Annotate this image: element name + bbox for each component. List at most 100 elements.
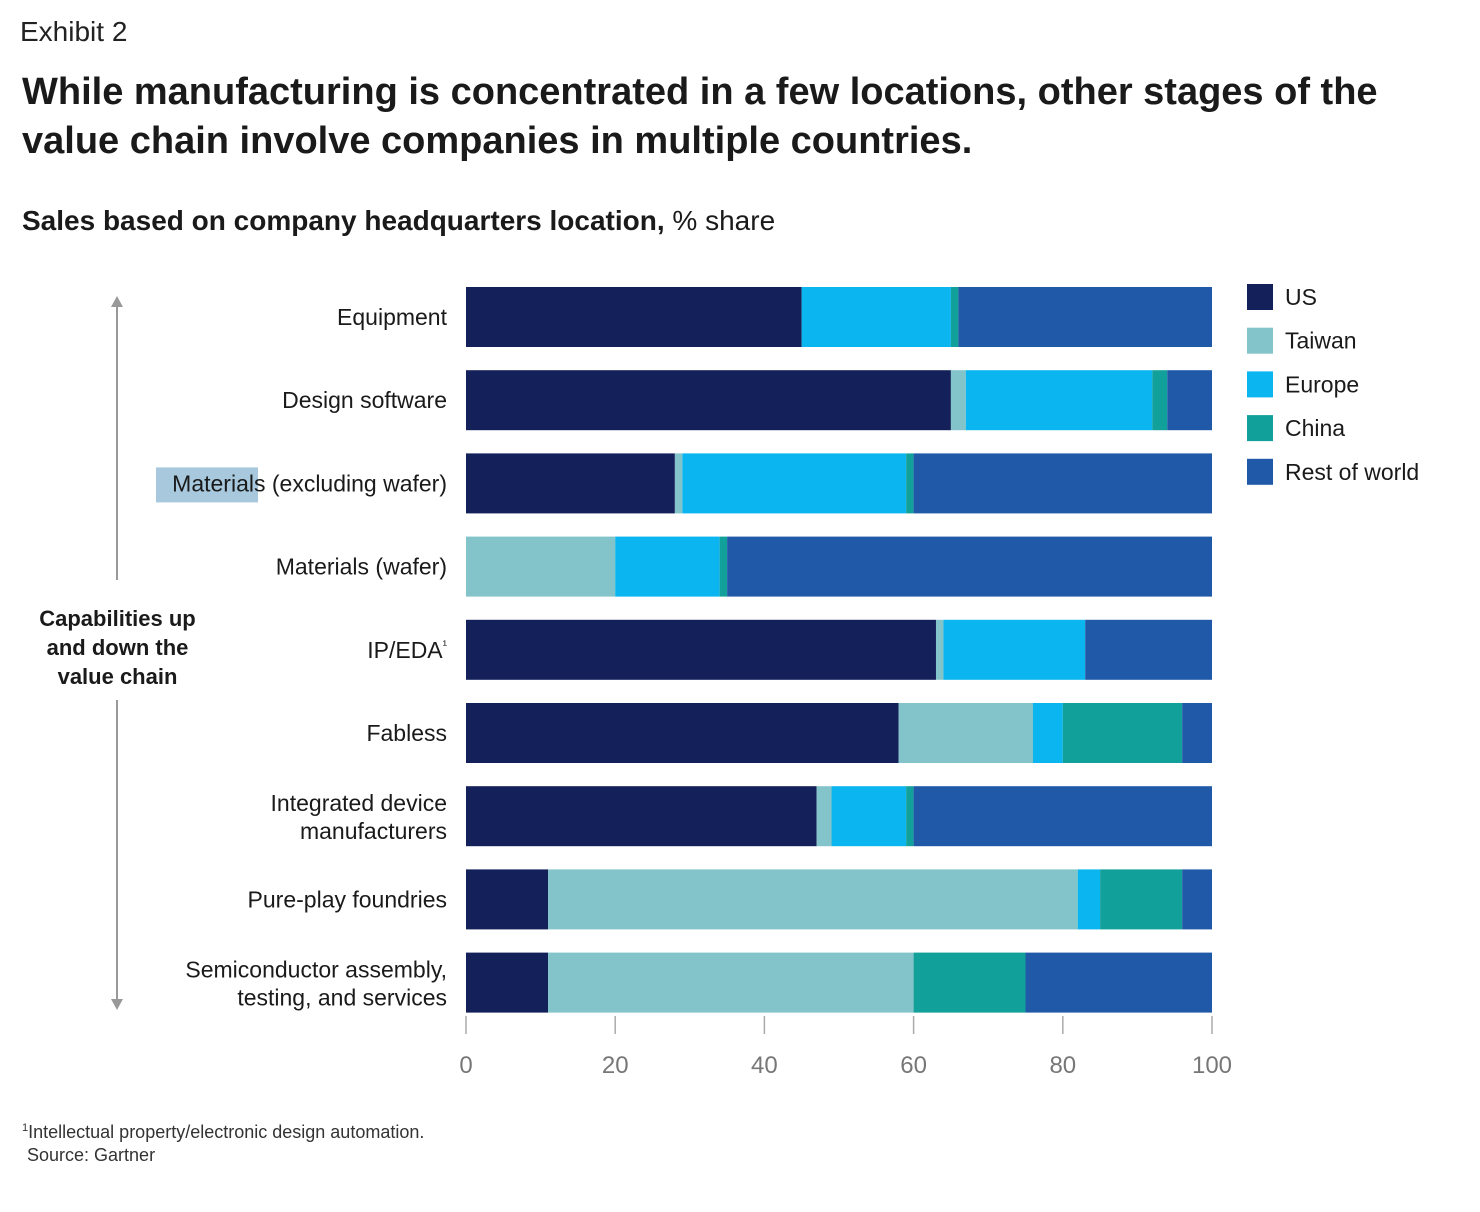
bar-row-semiconductor-assembly-testing-and-services bbox=[466, 952, 1212, 1013]
legend-swatch bbox=[1247, 458, 1273, 485]
category-label-equipment: Equipment bbox=[337, 304, 448, 330]
legend-swatch bbox=[1247, 371, 1273, 398]
legend-label: China bbox=[1285, 415, 1345, 441]
category-label-integrated-device-manufacturers-line: manufacturers bbox=[300, 818, 447, 844]
stacked-bars bbox=[466, 287, 1212, 1013]
bar-segment-rest-of-world bbox=[727, 536, 1212, 597]
legend-item-china: China bbox=[1247, 415, 1345, 442]
bar-chart: Equipment Design software Materials (exclu… bbox=[111, 284, 1419, 1079]
subtitle-main: Sales based on company headquarters loca… bbox=[22, 205, 665, 236]
bar-row-integrated-device-manufacturers bbox=[466, 786, 1212, 847]
bar-segment-rest-of-world bbox=[1182, 703, 1212, 763]
bar-segment-us bbox=[466, 619, 936, 680]
legend-item-rest-of-world: Rest of world bbox=[1247, 458, 1419, 485]
category-label-pure-play-foundries: Pure-play foundries bbox=[248, 886, 447, 912]
bar-segment-us bbox=[466, 703, 899, 763]
bar-segment-europe bbox=[1032, 703, 1063, 763]
bar-segment-rest-of-world bbox=[1085, 619, 1212, 680]
x-axis: 0 20 40 60 80 100 bbox=[459, 1016, 1232, 1079]
bar-row-design-software bbox=[466, 370, 1212, 431]
bar-segment-china bbox=[1062, 703, 1183, 763]
category-label-design-software: Design software bbox=[282, 387, 447, 413]
legend-label: Europe bbox=[1285, 371, 1359, 397]
legend-label: Taiwan bbox=[1285, 328, 1357, 354]
x-tick-label: 40 bbox=[751, 1052, 778, 1079]
bar-segment-europe bbox=[801, 287, 951, 347]
bar-segment-taiwan bbox=[466, 536, 616, 597]
legend-label: US bbox=[1285, 284, 1317, 310]
bar-segment-europe bbox=[965, 370, 1153, 431]
bar-segment-taiwan bbox=[898, 703, 1033, 763]
bar-segment-china bbox=[950, 287, 959, 347]
bar-segment-rest-of-world bbox=[1182, 869, 1212, 930]
bar-segment-europe bbox=[615, 536, 720, 597]
footnote-marker: 1 bbox=[22, 1122, 29, 1134]
bar-segment-us bbox=[466, 453, 675, 514]
bar-segment-europe bbox=[943, 619, 1086, 680]
category-label-materials-wafer: Materials (wafer) bbox=[276, 554, 447, 580]
category-label-materials-excluding-wafer: Materials (excluding wafer) bbox=[172, 470, 447, 496]
category-label-integrated-device-manufacturers-line: Integrated device bbox=[271, 790, 447, 816]
bar-segment-europe bbox=[682, 453, 907, 514]
x-tick-label: 20 bbox=[602, 1052, 629, 1079]
footnote-ref: ¹ bbox=[443, 637, 448, 652]
bar-segment-us bbox=[466, 370, 951, 431]
bar-segment-us bbox=[466, 952, 549, 1013]
bar-segment-taiwan bbox=[816, 786, 832, 847]
bar-row-materials-excluding-wafer bbox=[466, 453, 1212, 514]
x-tick-label: 0 bbox=[459, 1052, 472, 1079]
bar-segment-taiwan bbox=[674, 453, 683, 514]
category-label-ip-eda-text: IP/EDA bbox=[367, 637, 443, 663]
legend-swatch bbox=[1247, 284, 1273, 310]
bar-row-equipment bbox=[466, 287, 1212, 347]
bar-segment-china bbox=[719, 536, 728, 597]
footnote-text: Intellectual property/electronic design … bbox=[28, 1122, 425, 1142]
legend-label: Rest of world bbox=[1285, 459, 1419, 485]
bar-segment-china bbox=[906, 786, 914, 847]
arrow-up-icon bbox=[111, 296, 123, 307]
legend-item-taiwan: Taiwan bbox=[1247, 327, 1357, 354]
bar-segment-rest-of-world bbox=[1167, 370, 1212, 431]
bar-segment-rest-of-world bbox=[913, 453, 1212, 514]
bar-segment-taiwan bbox=[548, 869, 1078, 930]
bar-segment-china bbox=[1100, 869, 1183, 930]
value-chain-arrow bbox=[111, 296, 123, 1010]
bar-segment-taiwan bbox=[548, 952, 914, 1013]
legend-swatch bbox=[1247, 327, 1273, 354]
footnote: 1Intellectual property/electronic design… bbox=[22, 1117, 424, 1167]
bar-segment-china bbox=[1152, 370, 1168, 431]
category-label-fabless: Fabless bbox=[366, 720, 447, 746]
arrow-down-icon bbox=[111, 999, 123, 1010]
chart-title: While manufacturing is concentrated in a… bbox=[22, 71, 1378, 162]
bar-segment-rest-of-world bbox=[1025, 952, 1212, 1013]
category-label-ip-eda: IP/EDA¹ bbox=[367, 637, 447, 663]
category-label-semiconductor-assembly-testing-and-services-line: testing, and services bbox=[237, 985, 447, 1011]
bar-segment-rest-of-world bbox=[913, 786, 1212, 847]
value-chain-label: Capabilities up and down the value chain bbox=[39, 606, 196, 689]
bar-segment-taiwan bbox=[935, 619, 944, 680]
chart-subtitle: Sales based on company headquarters loca… bbox=[22, 205, 775, 237]
bar-segment-us bbox=[466, 786, 817, 847]
legend-item-us: US bbox=[1247, 284, 1317, 310]
bar-row-fabless bbox=[466, 703, 1212, 763]
bar-segment-europe bbox=[1077, 869, 1101, 930]
legend-item-europe: Europe bbox=[1247, 371, 1359, 398]
bar-segment-us bbox=[466, 287, 802, 347]
bar-segment-china bbox=[913, 952, 1026, 1013]
bar-segment-us bbox=[466, 869, 549, 930]
category-label-semiconductor-assembly-testing-and-services-line: Semiconductor assembly, bbox=[185, 957, 447, 983]
bar-segment-taiwan bbox=[950, 370, 966, 431]
subtitle-unit: % share bbox=[664, 205, 776, 236]
category-label-integrated-device-manufacturers: Integrated device manufacturers bbox=[271, 790, 447, 844]
legend: US Taiwan Europe China Rest of world bbox=[1247, 284, 1419, 485]
bar-segment-europe bbox=[831, 786, 907, 847]
bar-row-pure-play-foundries bbox=[466, 869, 1212, 930]
category-labels: Equipment Design software Materials (exclu… bbox=[156, 304, 448, 1011]
bar-segment-china bbox=[906, 453, 914, 514]
x-tick-label: 100 bbox=[1192, 1052, 1232, 1079]
label-highlight bbox=[156, 467, 258, 503]
bar-row-materials-wafer bbox=[466, 536, 1212, 597]
bar-segment-rest-of-world bbox=[958, 287, 1212, 347]
category-label-semiconductor-assembly-testing-and-services: Semiconductor assembly, testing, and serv… bbox=[185, 957, 447, 1011]
exhibit-label: Exhibit 2 bbox=[20, 16, 128, 47]
